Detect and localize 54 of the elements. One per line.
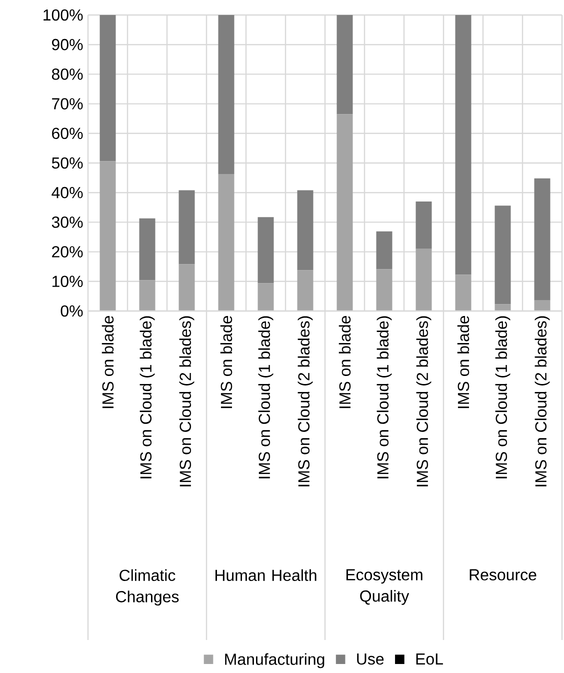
x-tick-label: IMS on blade xyxy=(220,316,232,408)
x-tick-label: IMS on Cloud (2 blades) xyxy=(298,316,313,486)
bar xyxy=(178,264,195,311)
x-tick-label: IMS on Cloud (1 blade) xyxy=(495,316,510,478)
y-tick-label: 20% xyxy=(52,246,83,258)
legend-label: EoL xyxy=(416,654,443,665)
x-tick-label: IMS on Cloud (2 blades) xyxy=(534,316,550,486)
bar xyxy=(258,217,274,284)
y-tick-label: 60% xyxy=(52,128,83,140)
bar xyxy=(100,14,116,162)
text: Climatic Changes xyxy=(116,569,179,606)
bar xyxy=(455,14,472,275)
bar xyxy=(416,248,432,311)
bar xyxy=(258,283,274,311)
bar xyxy=(534,300,550,311)
y-tick-label: 10% xyxy=(52,276,83,288)
x-tick-label: IMS on Cloud (2 blades) xyxy=(416,316,432,486)
bar xyxy=(139,218,156,280)
x-tick-label: IMS on blade xyxy=(457,316,470,408)
y-tick-label: 30% xyxy=(52,216,83,228)
y-tick-label: 40% xyxy=(52,186,83,198)
x-tick-label: IMS on Cloud (1 blade) xyxy=(258,316,274,478)
bar xyxy=(100,161,116,311)
bar xyxy=(416,201,432,249)
bar xyxy=(534,178,550,300)
bar xyxy=(297,190,314,270)
bar xyxy=(494,206,511,304)
legend-label: Manufacturing xyxy=(225,653,324,668)
x-tick-label: IMS on Cloud (1 blade) xyxy=(376,316,392,478)
legend-label: Use xyxy=(357,654,384,665)
bar xyxy=(376,231,392,270)
x-tick-label: IMS on Cloud (2 blades) xyxy=(179,316,194,486)
bar xyxy=(336,14,353,114)
y-tick-label: 0% xyxy=(60,305,83,317)
x-tick-label: IMS on blade xyxy=(338,316,351,408)
x-tick-label: IMS on Cloud (1 blade) xyxy=(140,316,155,478)
bar xyxy=(297,270,314,311)
text: Human Health xyxy=(215,569,316,582)
bar xyxy=(336,114,353,311)
bar xyxy=(494,304,511,311)
y-tick-label: 50% xyxy=(52,157,83,169)
y-tick-label: 70% xyxy=(52,98,83,110)
x-tick-label: IMS on blade xyxy=(102,316,114,408)
bar xyxy=(218,174,234,311)
y-tick-label: 90% xyxy=(52,38,83,50)
y-tick-label: 80% xyxy=(52,68,83,80)
text: Ecosystem Quality xyxy=(346,569,422,605)
bar xyxy=(139,280,156,311)
bar xyxy=(455,274,472,311)
y-tick-label: 100% xyxy=(44,9,83,21)
bar xyxy=(218,14,234,174)
bar xyxy=(178,190,195,264)
bar xyxy=(376,269,392,311)
text: Resource xyxy=(470,569,536,580)
